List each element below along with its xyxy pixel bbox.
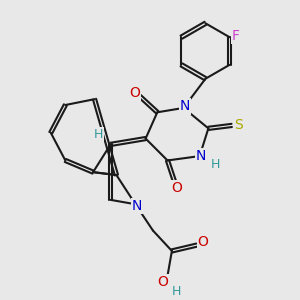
Text: O: O xyxy=(171,181,182,195)
Text: N: N xyxy=(132,199,142,213)
Text: H: H xyxy=(211,158,220,171)
Text: H: H xyxy=(172,285,181,298)
Text: O: O xyxy=(198,235,208,249)
Text: N: N xyxy=(196,149,206,163)
Text: H: H xyxy=(94,128,103,141)
Text: S: S xyxy=(234,118,242,132)
Text: O: O xyxy=(129,86,140,100)
Text: F: F xyxy=(232,29,240,43)
Text: O: O xyxy=(158,275,169,289)
Text: N: N xyxy=(180,100,190,113)
